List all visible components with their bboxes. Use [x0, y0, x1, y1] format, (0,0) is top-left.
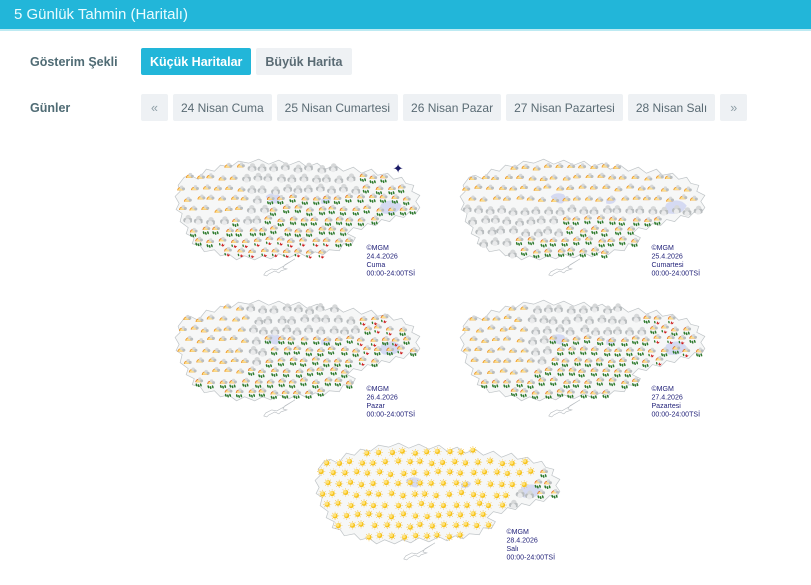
svg-text:00:00-24:00TSİ: 00:00-24:00TSİ [651, 409, 700, 418]
svg-text:26.4.2026: 26.4.2026 [366, 394, 397, 401]
svg-text:28.4.2026: 28.4.2026 [506, 537, 537, 544]
svg-text:©MGM: ©MGM [651, 385, 674, 393]
svg-text:24.4.2026: 24.4.2026 [366, 253, 397, 260]
svg-text:©MGM: ©MGM [506, 528, 529, 536]
svg-text:00:00-24:00TSİ: 00:00-24:00TSİ [366, 268, 415, 277]
svg-text:©MGM: ©MGM [651, 244, 674, 252]
svg-text:00:00-24:00TSİ: 00:00-24:00TSİ [506, 552, 555, 561]
svg-text:Cuma: Cuma [366, 262, 385, 269]
svg-text:00:00-24:00TSİ: 00:00-24:00TSİ [366, 409, 415, 418]
svg-text:Pazartesi: Pazartesi [651, 403, 681, 410]
svg-text:Pazar: Pazar [366, 403, 385, 410]
svg-text:25.4.2026: 25.4.2026 [651, 253, 682, 260]
svg-text:©MGM: ©MGM [366, 244, 389, 252]
svg-text:©MGM: ©MGM [366, 385, 389, 393]
svg-text:Cumartesi: Cumartesi [651, 262, 684, 269]
svg-text:00:00-24:00TSİ: 00:00-24:00TSİ [651, 268, 700, 277]
svg-text:Salı: Salı [506, 546, 518, 553]
svg-text:27.4.2026: 27.4.2026 [651, 394, 682, 401]
svg-text:✦: ✦ [393, 161, 404, 176]
